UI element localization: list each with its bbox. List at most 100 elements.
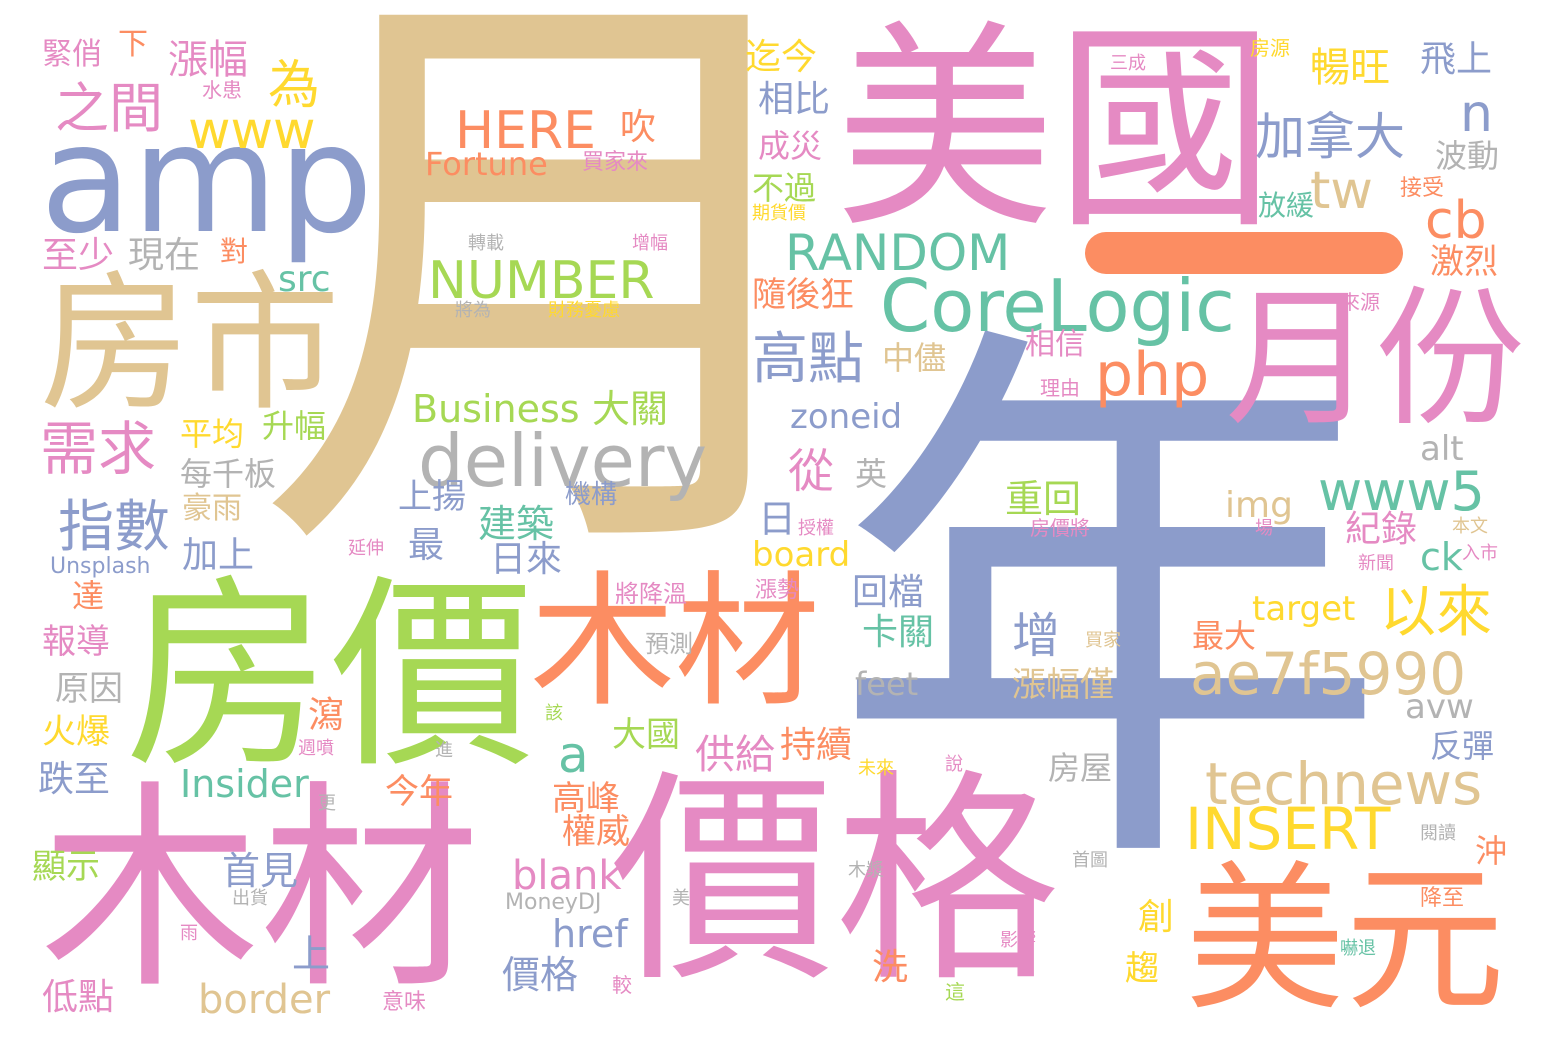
word: 今年 — [385, 772, 453, 812]
word: 漲幅 — [168, 37, 248, 83]
word: 更 — [318, 793, 336, 814]
word: 進 — [435, 740, 453, 761]
word: 每千板 — [180, 455, 277, 493]
word: 報導 — [42, 622, 110, 662]
word: 房價將 — [1030, 516, 1090, 540]
word: 月份 — [1225, 273, 1526, 447]
word: 對 — [220, 235, 249, 268]
word: 建築 — [478, 502, 555, 546]
word: CoreLogic — [880, 264, 1235, 348]
word: 入市 — [1462, 543, 1498, 564]
word: 卡關 — [862, 612, 935, 653]
word: www — [188, 101, 316, 161]
word: 影響 — [1000, 930, 1036, 951]
word: 成災 — [758, 127, 823, 165]
word: 重回 — [1005, 477, 1082, 521]
word: 以來 — [1380, 580, 1492, 645]
word: 迄今 — [745, 37, 818, 78]
word: 大關 — [592, 387, 669, 431]
word: 房屋 — [1048, 749, 1113, 787]
word: board — [752, 535, 851, 575]
word: 火爆 — [42, 712, 110, 752]
word: amp — [40, 93, 374, 267]
word: alt — [1420, 429, 1464, 469]
word: 增幅 — [632, 233, 668, 254]
word: 價格 — [610, 751, 1060, 1013]
word: 三成 — [1110, 53, 1146, 74]
word: Unsplash — [50, 554, 151, 579]
word: 說 — [945, 754, 963, 775]
word: 漲幅僅 — [1012, 665, 1114, 705]
word: 需求 — [40, 415, 157, 483]
word: delivery — [418, 419, 708, 503]
word: 理由 — [1040, 376, 1080, 400]
word: 達 — [72, 577, 105, 615]
word: blank — [512, 853, 622, 899]
word: ck — [1420, 535, 1463, 579]
word: 升幅 — [262, 407, 327, 445]
word: 機構 — [565, 480, 618, 510]
word: 高點 — [752, 327, 864, 392]
word: cb — [1425, 191, 1487, 251]
word: a — [558, 726, 589, 784]
word: 吹 — [620, 107, 657, 148]
word: 房市 — [40, 258, 341, 432]
word: 場 — [1255, 518, 1273, 539]
word: 嚇退 — [1340, 938, 1376, 959]
word: 洗 — [872, 947, 909, 988]
accent-bar — [1085, 232, 1403, 274]
word: feet — [855, 665, 919, 703]
word: 價格 — [502, 953, 579, 997]
word: 現在 — [128, 235, 201, 276]
word: 期貨價 — [752, 203, 806, 224]
word: www5 — [1318, 460, 1485, 523]
word: 低點 — [42, 977, 115, 1018]
word: 指數 — [58, 495, 170, 560]
word: php — [1095, 340, 1210, 410]
word: 顯示 — [32, 847, 100, 887]
word: 木漿 — [848, 860, 884, 881]
word: 上揚 — [398, 477, 466, 517]
word: HERE — [455, 101, 596, 161]
word: 房源 — [1250, 36, 1290, 60]
word: 木材 — [530, 558, 820, 727]
word: 預測 — [645, 630, 693, 658]
word: 暢旺 — [1310, 45, 1390, 91]
word: 日來 — [490, 539, 563, 580]
word: 授權 — [798, 518, 834, 539]
word: 不過 — [752, 169, 817, 207]
word: 高峰 — [552, 779, 620, 819]
word: 之間 — [55, 77, 163, 140]
word: 未來 — [858, 758, 894, 779]
word: 本文 — [1452, 516, 1488, 537]
word: 新聞 — [1358, 553, 1394, 574]
word: 最 — [408, 525, 445, 566]
word: 買家 — [1085, 630, 1121, 651]
word: 中儘 — [882, 339, 947, 377]
word: zoneid — [790, 397, 903, 437]
word: 加上 — [182, 535, 255, 576]
word: border — [198, 977, 331, 1023]
word: 創 — [1138, 897, 1175, 938]
word: 該 — [545, 703, 563, 724]
word: 美元 — [1185, 846, 1506, 1033]
word: 美國 — [835, 2, 1276, 258]
word: 放緩 — [1258, 189, 1315, 222]
word: 這 — [945, 980, 965, 1004]
word: 來源 — [1340, 290, 1380, 314]
word: target — [1252, 589, 1356, 629]
word: 回檔 — [852, 572, 925, 613]
word: 首見 — [222, 849, 299, 893]
word: 權威 — [562, 812, 630, 852]
word: Insider — [180, 762, 309, 806]
word: 轉載 — [468, 233, 504, 254]
word: 激烈 — [1430, 242, 1498, 282]
word: 將為 — [455, 300, 491, 321]
word: avw — [1405, 687, 1474, 727]
word: 降至 — [1420, 886, 1465, 911]
word: 跌至 — [38, 759, 111, 800]
word: 英 — [855, 455, 888, 493]
word: 相信 — [1025, 327, 1085, 362]
word: RANDOM — [785, 224, 1011, 282]
word: 持續 — [780, 725, 853, 766]
